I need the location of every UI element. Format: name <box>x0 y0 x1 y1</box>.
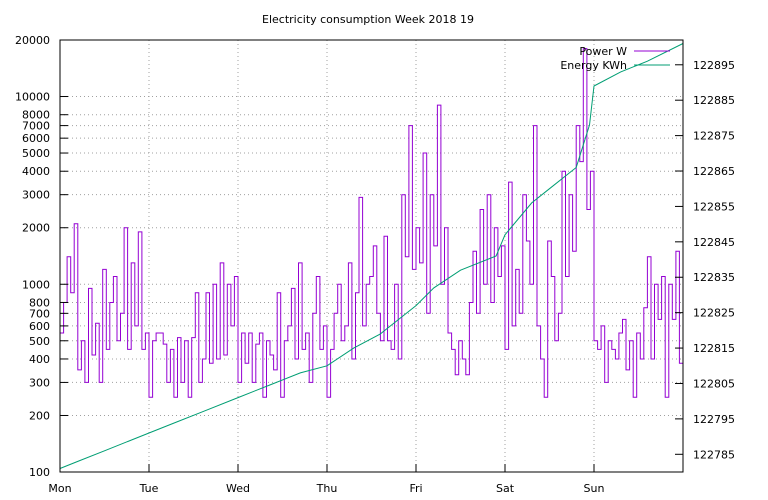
y-left-tick-label: 100 <box>29 466 50 479</box>
y-right-tick-label: 122805 <box>693 377 735 390</box>
y-left-tick-label: 500 <box>29 335 50 348</box>
y-right-tick-label: 122795 <box>693 413 735 426</box>
y-left-tick-label: 7000 <box>22 120 50 133</box>
x-tick-label: Fri <box>409 482 422 495</box>
y-left-tick-label: 20000 <box>15 34 50 47</box>
y-left-tick-label: 4000 <box>22 165 50 178</box>
y-right-tick-label: 122845 <box>693 236 735 249</box>
x-tick-label: Tue <box>139 482 159 495</box>
x-tick-label: Wed <box>226 482 250 495</box>
y-left-tick-label: 1000 <box>22 278 50 291</box>
y-left-tick-label: 200 <box>29 409 50 422</box>
y-left-tick-label: 8000 <box>22 109 50 122</box>
series-line-energy-kwh <box>59 43 684 469</box>
y-left-tick-label: 600 <box>29 320 50 333</box>
series-line-power-w <box>60 48 683 398</box>
series-layer <box>59 43 684 469</box>
y-left-tick-label: 2000 <box>22 222 50 235</box>
y-right-tick-label: 122895 <box>693 59 735 72</box>
x-tick-label: Sun <box>584 482 605 495</box>
y-left-tick-label: 300 <box>29 376 50 389</box>
y-right-tick-label: 122865 <box>693 165 735 178</box>
chart-title: Electricity consumption Week 2018 19 <box>262 13 474 26</box>
y-left-tick-label: 5000 <box>22 147 50 160</box>
y-right-tick-label: 122825 <box>693 307 735 320</box>
y-left-tick-label: 6000 <box>22 132 50 145</box>
y-right-tick-label: 122885 <box>693 94 735 107</box>
x-tick-label: Sat <box>496 482 515 495</box>
y-left-tick-label: 800 <box>29 296 50 309</box>
y-left-tick-label: 400 <box>29 353 50 366</box>
y-left-tick-label: 700 <box>29 307 50 320</box>
legend-label: Power W <box>579 45 627 58</box>
y-right-tick-label: 122855 <box>693 200 735 213</box>
grid <box>60 40 683 472</box>
y-right-tick-label: 122815 <box>693 342 735 355</box>
y-left-tick-label: 10000 <box>15 91 50 104</box>
plot-frame <box>59 39 684 473</box>
y-right-tick-label: 122835 <box>693 271 735 284</box>
y-right-tick-label: 122875 <box>693 130 735 143</box>
y-right-tick-label: 122785 <box>693 448 735 461</box>
x-tick-label: Mon <box>48 482 71 495</box>
legend-label: Energy KWh <box>560 59 627 72</box>
x-tick-label: Thu <box>316 482 338 495</box>
y-left-tick-label: 3000 <box>22 189 50 202</box>
